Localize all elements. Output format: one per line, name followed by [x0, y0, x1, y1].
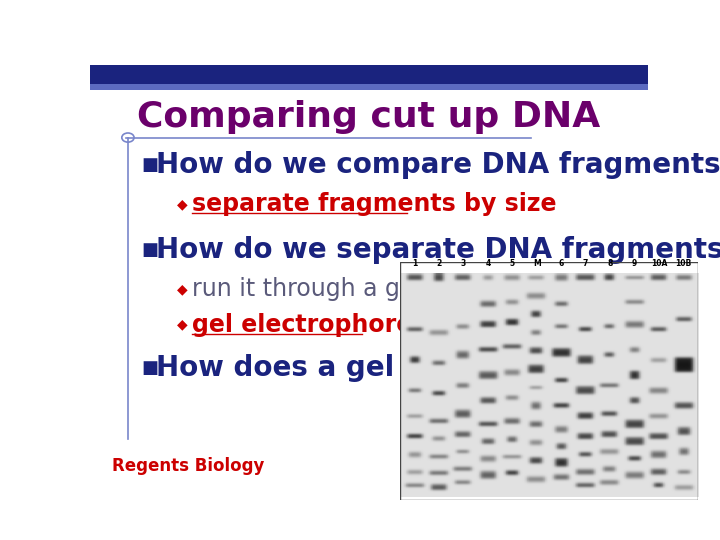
FancyBboxPatch shape — [90, 65, 648, 84]
Text: 10B: 10B — [675, 259, 692, 268]
Text: 7: 7 — [583, 259, 588, 268]
Text: How does a gel work?: How does a gel work? — [156, 354, 497, 382]
Text: ◆: ◆ — [176, 197, 187, 211]
Text: 5: 5 — [510, 259, 515, 268]
Text: How do we compare DNA fragments?: How do we compare DNA fragments? — [156, 151, 720, 179]
Text: 8: 8 — [608, 259, 613, 268]
Text: run it through a gelatin: run it through a gelatin — [192, 278, 466, 301]
Text: M: M — [533, 259, 541, 268]
Text: How do we separate DNA fragments?: How do we separate DNA fragments? — [156, 236, 720, 264]
Text: 3: 3 — [461, 259, 466, 268]
Text: Regents Biology: Regents Biology — [112, 457, 265, 475]
Text: ■: ■ — [141, 156, 158, 173]
Text: 10A: 10A — [651, 259, 667, 268]
Text: 9: 9 — [632, 259, 637, 268]
Text: 2: 2 — [436, 259, 441, 268]
Text: Comparing cut up DNA: Comparing cut up DNA — [138, 100, 600, 134]
Text: ◆: ◆ — [176, 282, 187, 296]
Text: ■: ■ — [141, 359, 158, 377]
Text: 1: 1 — [412, 259, 417, 268]
Text: 6: 6 — [559, 259, 564, 268]
Text: ◆: ◆ — [176, 318, 187, 332]
FancyBboxPatch shape — [90, 84, 648, 90]
Text: gel electrophoresis: gel electrophoresis — [192, 313, 448, 336]
Text: 4: 4 — [485, 259, 490, 268]
Text: ■: ■ — [141, 241, 158, 259]
Text: separate fragments by size: separate fragments by size — [192, 192, 556, 216]
